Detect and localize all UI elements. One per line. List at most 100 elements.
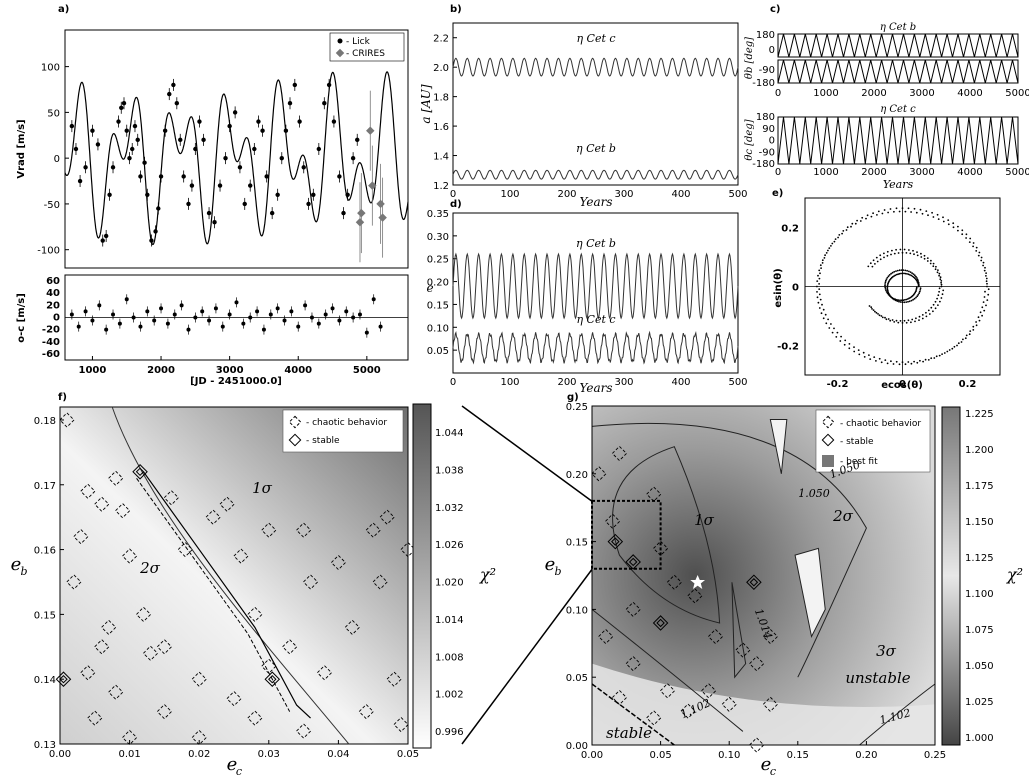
orbit-point [923, 257, 926, 260]
y-tick-label: 0.15 [427, 300, 449, 311]
orbit-point [905, 252, 908, 254]
orbit-point [877, 210, 880, 213]
orbit-point [825, 322, 828, 325]
orbit-point [965, 237, 967, 239]
orbit-point [886, 250, 889, 253]
data-point [378, 324, 383, 329]
orbit-point [896, 300, 899, 302]
data-point [116, 119, 121, 124]
data-point [256, 119, 261, 124]
orbit-point [818, 269, 821, 272]
orbit-point [985, 304, 987, 307]
y-tick-label: 1.4 [433, 152, 449, 163]
orbit-point [887, 275, 890, 278]
y-axis-label: b [20, 565, 27, 578]
data-point [193, 315, 198, 320]
data-point [248, 315, 253, 320]
y-tick-label: 0.20 [427, 278, 449, 289]
legend-marker [288, 433, 302, 447]
orbit-point [929, 262, 932, 265]
x-tick-label: 100 [500, 377, 519, 388]
orbit-point [975, 324, 978, 327]
x-tick-label: 0.10 [718, 750, 740, 761]
data-point [326, 82, 332, 88]
colorbar-f [412, 403, 432, 749]
orbit-point [861, 216, 864, 219]
orbit-point [821, 259, 824, 262]
chaotic-marker [604, 513, 621, 529]
orbit-point [987, 293, 990, 296]
chaotic-marker [365, 522, 381, 538]
orbit-point [938, 290, 940, 293]
data-point [107, 192, 112, 197]
orbit-point [848, 343, 851, 345]
orbit-point [938, 354, 941, 357]
y-axis-label: θb [deg] [744, 37, 755, 79]
series-label: η Cet c [576, 32, 615, 45]
data-point [171, 82, 176, 88]
orbit-point [885, 318, 888, 321]
orbit-point [931, 211, 933, 214]
data-point [76, 324, 81, 329]
orbit-point [889, 319, 892, 322]
heatmap-f [60, 407, 408, 744]
stable-marker [746, 574, 762, 591]
orbit-point [900, 299, 903, 302]
stable-marker [611, 537, 620, 546]
x-tick-label: 0 [899, 379, 906, 390]
stable-marker [59, 674, 68, 684]
x-tick-label: 4000 [284, 365, 312, 376]
legend-box [329, 32, 405, 62]
orbit-point [818, 307, 821, 309]
y-tick-label: -180 [752, 78, 775, 89]
data-point [232, 110, 238, 115]
chaotic-marker [611, 445, 628, 462]
orbit-point [972, 242, 975, 244]
orbit-point [939, 300, 941, 303]
data-point [303, 303, 308, 308]
chaotic-markers [55, 412, 416, 746]
x-tick-label: 400 [671, 377, 690, 388]
x-tick-label: 200 [557, 189, 576, 200]
region-label: 2σ [832, 507, 854, 525]
orbit-point [925, 315, 928, 318]
orbit-point [884, 288, 887, 290]
orbit-point [885, 278, 888, 280]
orbit-point [921, 212, 924, 215]
data-point [132, 123, 138, 129]
contour-line [591, 422, 867, 678]
y-tick-label: 0.00 [566, 741, 588, 752]
y-axis-label: a [AU] [419, 84, 433, 123]
panel-a-label: a) [58, 4, 69, 15]
orbit-point [918, 290, 921, 293]
colorbar-tick: 1.002 [435, 690, 464, 701]
orbit-point [873, 356, 876, 358]
y-tick-label: -20 [42, 325, 60, 336]
orbit-point [891, 249, 893, 252]
orbit-point [862, 351, 865, 354]
angle-trace [777, 116, 1019, 165]
data-point [220, 324, 225, 329]
orbit-point [892, 363, 895, 365]
data-point [330, 306, 335, 311]
orbit-point [893, 252, 896, 255]
chaotic-marker [73, 528, 89, 545]
y-tick-label: 0.13 [34, 740, 56, 751]
y-axis-label: esin(θ) [773, 268, 784, 307]
orbit-points [816, 207, 990, 366]
data-point [344, 309, 349, 314]
y-tick-label: 1.2 [433, 181, 449, 192]
orbit-point [984, 290, 986, 293]
panel-a-frame [64, 29, 409, 269]
chaotic-marker [386, 671, 402, 687]
orbit-point [908, 300, 911, 303]
crires-points [355, 90, 387, 263]
contour-line [143, 471, 311, 719]
chaotic-marker [80, 665, 96, 681]
orbit-point [858, 353, 861, 356]
colorbar-tick: 1.044 [435, 428, 464, 439]
zoom-connector [461, 405, 594, 503]
orbit-point [913, 297, 916, 300]
chaotic-marker [226, 690, 242, 707]
orbit-point [930, 259, 932, 262]
